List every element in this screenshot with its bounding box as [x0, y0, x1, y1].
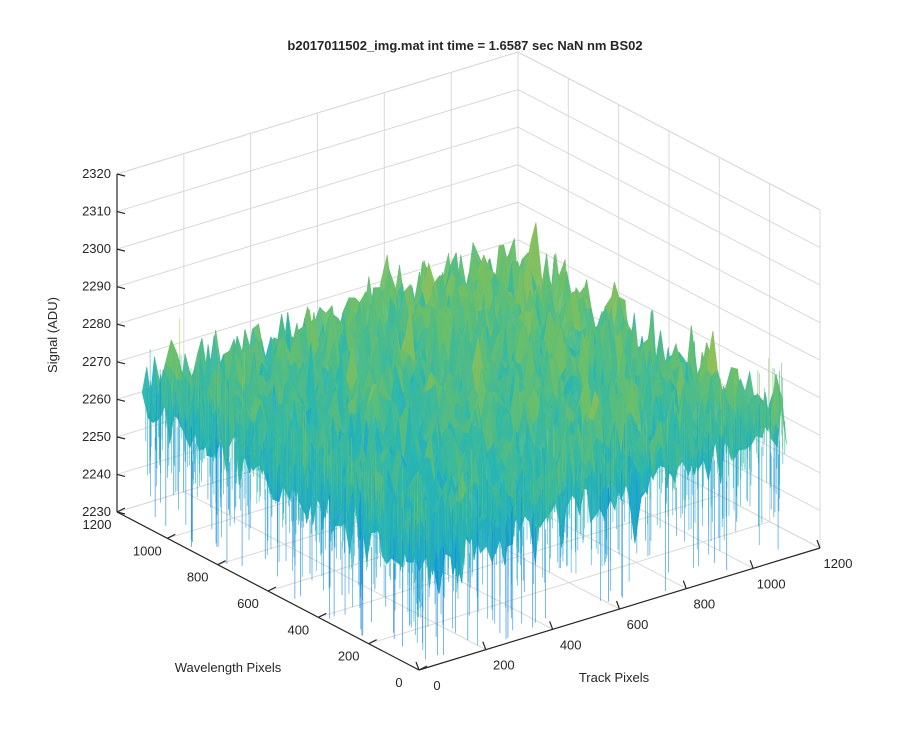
z-tick: [116, 361, 126, 365]
z-tick-label: 2290: [82, 279, 111, 294]
surface: [141, 222, 787, 660]
x-tick: [482, 641, 487, 650]
grid-line: [116, 164, 519, 288]
x-tick-label: 600: [627, 617, 649, 632]
chart-title: b2017011502_img.mat int time = 1.6587 se…: [287, 38, 642, 53]
y-tick: [318, 612, 327, 618]
x-tick: [816, 539, 821, 549]
x-tick-label: 0: [433, 678, 440, 693]
y-tick: [267, 586, 277, 592]
x-tick: [415, 661, 420, 671]
grid-line: [517, 201, 821, 361]
z-tick-label: 2300: [82, 241, 111, 256]
grid-line: [517, 239, 821, 399]
y-tick-label: 1200: [83, 517, 112, 532]
x-tick: [749, 560, 754, 569]
y-tick-label: 400: [287, 622, 309, 637]
axes: [116, 173, 821, 671]
grid-line: [116, 126, 519, 250]
x-tick: [549, 621, 554, 630]
grid-line: [368, 521, 770, 645]
y-tick: [368, 639, 377, 645]
x-tick-label: 200: [493, 658, 515, 673]
z-axis-label: Signal (ADU): [45, 297, 60, 373]
z-tick-label: 2250: [82, 429, 111, 444]
y-axis-label: Wavelength Pixels: [175, 660, 282, 675]
box-edge: [116, 51, 519, 175]
y-tick-label: 800: [187, 570, 209, 585]
z-tick-label: 2240: [82, 466, 111, 481]
x-tick: [682, 580, 687, 589]
z-tick: [116, 436, 126, 440]
grid-line: [517, 126, 821, 286]
x-tick: [615, 600, 621, 610]
z-tick-label: 2280: [82, 316, 111, 331]
z-tick: [116, 398, 126, 402]
z-tick: [116, 173, 126, 177]
y-tick-label: 200: [338, 649, 360, 664]
grid-line: [116, 239, 519, 363]
y-tick: [217, 560, 226, 566]
grid-line: [318, 494, 720, 618]
x-axis-label: Track Pixels: [579, 670, 650, 685]
grid-line: [116, 201, 519, 325]
x-tick-label: 800: [693, 597, 715, 612]
z-tick-label: 2260: [82, 391, 111, 406]
z-tick-label: 2270: [82, 354, 111, 369]
x-tick-label: 1000: [757, 576, 786, 591]
y-tick-label: 600: [237, 596, 259, 611]
z-tick: [116, 248, 126, 252]
z-tick: [116, 473, 126, 478]
y-tick: [418, 665, 428, 671]
z-tick: [116, 210, 126, 215]
z-tick: [116, 286, 126, 290]
tick-labels: 0 200 400 600 800 1000 1200 0 200 400 600 800 1000 12…: [82, 166, 852, 693]
x-tick-label: 400: [560, 637, 582, 652]
y-tick-label: 0: [395, 675, 402, 690]
x-tick-label: 1200: [824, 556, 853, 571]
y-tick-label: 1000: [133, 543, 162, 558]
z-tick: [116, 511, 126, 515]
z-tick: [116, 323, 126, 327]
grid-line: [517, 164, 821, 324]
y-tick: [167, 533, 176, 539]
z-tick-label: 2320: [82, 166, 111, 181]
z-tick-label: 2230: [82, 504, 111, 519]
grid-line: [517, 89, 821, 248]
box-edge: [517, 51, 821, 211]
y-tick: [116, 507, 126, 513]
grid-line: [116, 89, 519, 213]
z-tick-label: 2310: [82, 204, 111, 219]
